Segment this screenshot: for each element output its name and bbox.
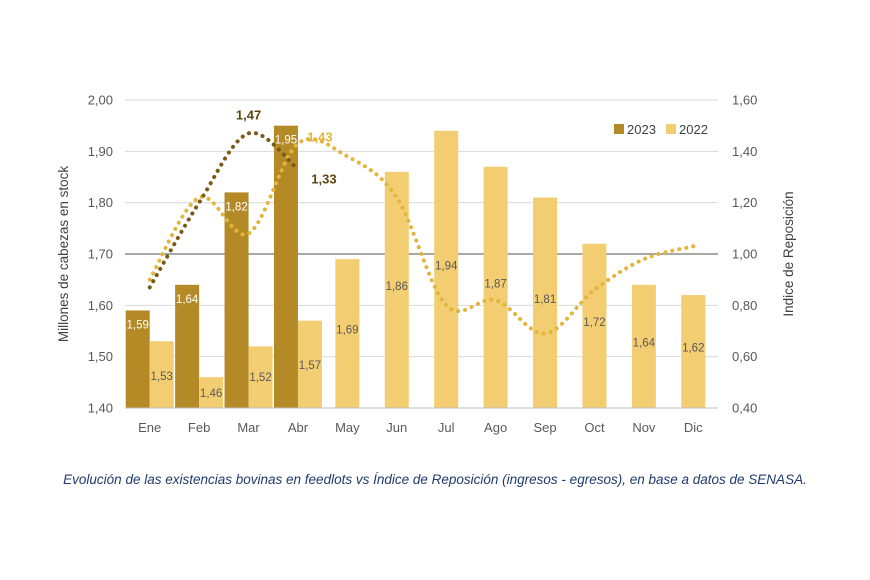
x-tick-label: Abr xyxy=(288,420,309,435)
bar-label-2022: 1,87 xyxy=(484,278,506,290)
bar-2022 xyxy=(335,259,360,408)
bar-2022 xyxy=(297,320,322,408)
figure-caption: Evolución de las existencias bovinas en … xyxy=(63,472,807,487)
right-tick-label: 1,60 xyxy=(732,93,757,108)
bar-2023 xyxy=(273,125,298,409)
x-tick-label: Ago xyxy=(484,420,507,435)
legend-swatch xyxy=(614,124,624,134)
left-tick-label: 1,40 xyxy=(88,401,113,416)
bar-2022 xyxy=(582,243,607,408)
left-tick-label: 1,60 xyxy=(88,298,113,313)
right-tick-label: 0,60 xyxy=(732,349,757,364)
bar-label-2022: 1,53 xyxy=(151,371,173,383)
legend: 2023 2022 xyxy=(614,122,708,137)
right-tick-label: 1,40 xyxy=(732,144,757,159)
bar-label-2023: 1,82 xyxy=(225,201,247,213)
x-tick-label: Sep xyxy=(533,420,556,435)
x-tick-label: Dic xyxy=(684,420,703,435)
bar-label-2022: 1,64 xyxy=(633,337,656,349)
bar-label-2022: 1,72 xyxy=(583,317,605,329)
right-tick-label: 1,20 xyxy=(732,195,757,210)
x-tick-label: Mar xyxy=(237,420,260,435)
index-line-2022 xyxy=(147,136,696,336)
x-tick-label: Feb xyxy=(188,420,210,435)
bar-label-2023: 1,95 xyxy=(275,135,297,147)
bar-label-2022: 1,46 xyxy=(200,388,222,400)
index-line-label: 1,47 xyxy=(236,107,261,122)
left-tick-label: 1,50 xyxy=(88,349,113,364)
x-tick-label: Jun xyxy=(386,420,407,435)
bar-label-2022: 1,52 xyxy=(249,372,271,384)
bar-2022 xyxy=(199,377,224,408)
bar-label-2022: 1,62 xyxy=(682,343,704,355)
right-axis-ticks: 0,40 0,60 0,80 1,00 1,20 1,40 1,60 xyxy=(732,93,757,416)
x-tick-label: Jul xyxy=(438,420,455,435)
bar-2022 xyxy=(384,171,409,408)
bar-2022 xyxy=(483,166,508,408)
right-tick-label: 1,00 xyxy=(732,247,757,262)
index-lines: 1,47 1,33 1,43 xyxy=(147,107,696,336)
bar-label-2022: 1,86 xyxy=(386,281,408,293)
bar-2022 xyxy=(681,295,706,408)
bar-2022 xyxy=(149,341,174,408)
x-tick-label: Nov xyxy=(632,420,656,435)
bar-2023 xyxy=(224,192,249,408)
bar-label-2022: 1,81 xyxy=(534,294,556,306)
left-tick-label: 1,70 xyxy=(88,247,113,262)
left-axis-title: Millones de cabezas en stock xyxy=(56,166,71,343)
legend-swatch xyxy=(666,124,676,134)
bar-label-2022: 1,94 xyxy=(435,260,458,272)
bar-2022 xyxy=(533,197,558,408)
bar-2022 xyxy=(434,130,459,409)
left-axis-ticks: 1,40 1,50 1,60 1,70 1,80 1,90 2,00 xyxy=(88,93,113,416)
bar-2022 xyxy=(631,284,656,408)
left-tick-label: 1,90 xyxy=(88,144,113,159)
legend-label: 2023 xyxy=(627,122,656,137)
bar-label-2022: 1,57 xyxy=(299,360,321,372)
left-tick-label: 2,00 xyxy=(88,93,113,108)
x-axis-ticks: Ene Feb Mar Abr May Jun Jul Ago Sep Oct Nov Dic xyxy=(138,420,703,435)
right-tick-label: 0,80 xyxy=(732,298,757,313)
bar-label-2022: 1,69 xyxy=(336,325,358,337)
x-tick-label: Oct xyxy=(584,420,605,435)
right-tick-label: 0,40 xyxy=(732,401,757,416)
bar-2023 xyxy=(175,284,200,408)
bars: 1,59 1,53 1,64 1,46 1,82 1,52 1,95 1,57 1,69 1,86… xyxy=(125,125,706,409)
left-tick-label: 1,80 xyxy=(88,195,113,210)
bar-2023 xyxy=(125,310,150,408)
index-line-2023 xyxy=(147,130,300,290)
right-axis-title: Indice de Reposición xyxy=(781,191,796,316)
index-line-label: 1,33 xyxy=(311,171,336,186)
index-line-label: 1,43 xyxy=(307,130,332,145)
legend-label: 2022 xyxy=(679,122,708,137)
bar-label-2023: 1,64 xyxy=(176,294,199,306)
bar-2022 xyxy=(248,346,273,408)
chart: 1,59 1,53 1,64 1,46 1,82 1,52 1,95 1,57 1,69 1,86… xyxy=(56,93,796,436)
x-tick-label: May xyxy=(335,420,360,435)
x-tick-label: Ene xyxy=(138,420,161,435)
bar-label-2023: 1,59 xyxy=(127,319,149,331)
